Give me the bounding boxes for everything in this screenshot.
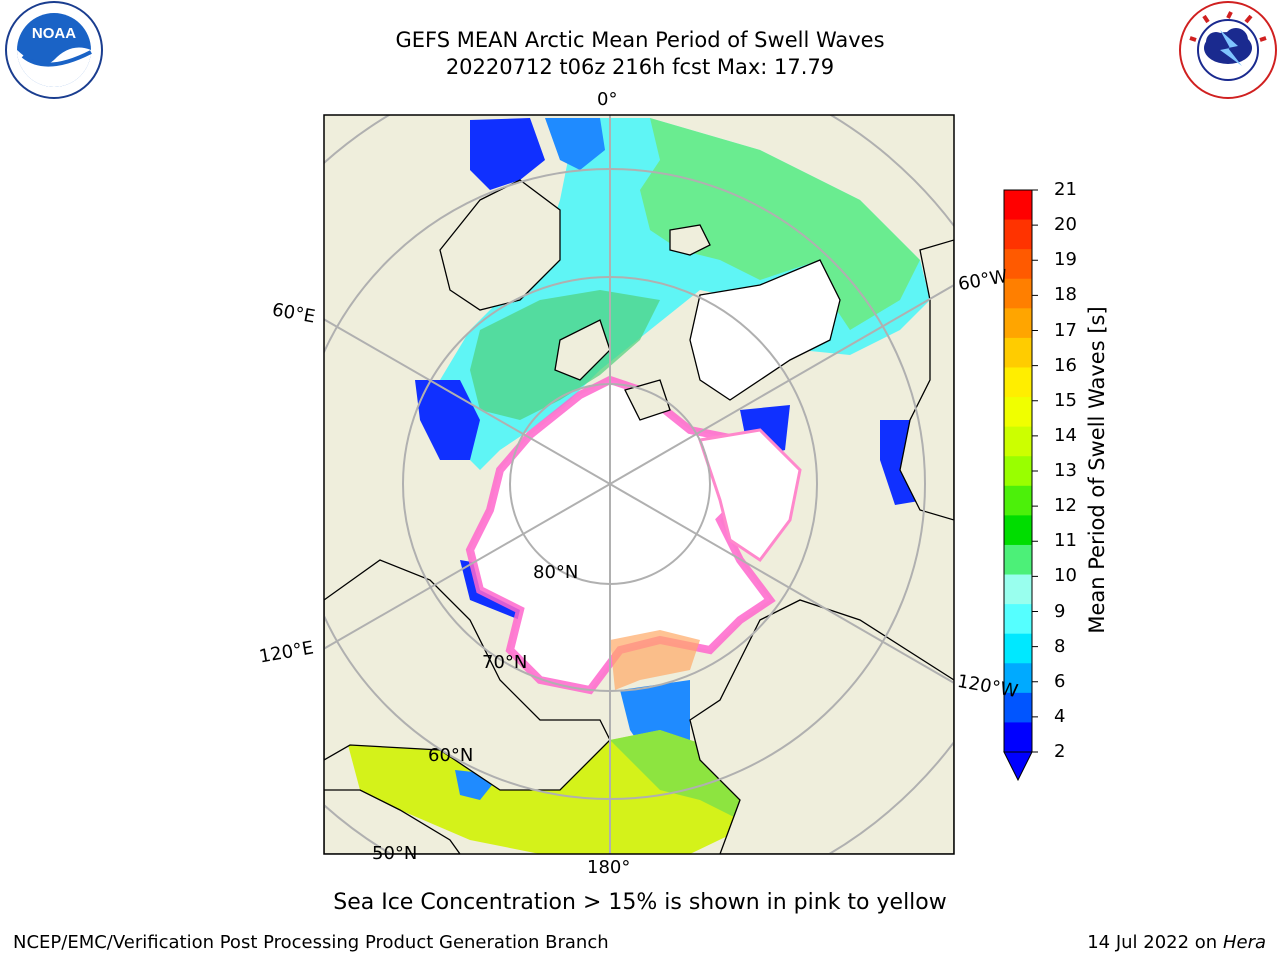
colorbar-swatch — [1004, 308, 1032, 339]
colorbar-tick-label: 16 — [1054, 354, 1077, 376]
label-lon-180: 180° — [587, 857, 631, 878]
colorbar-swatch — [1004, 544, 1032, 576]
colorbar-tick-label: 17 — [1054, 319, 1077, 341]
label-lat-50: 50°N — [372, 843, 418, 864]
colorbar-swatch — [1004, 249, 1032, 280]
colorbar-tick-label: 6 — [1054, 670, 1066, 692]
footer-machine: Hera — [1222, 932, 1266, 953]
colorbar-tick-label: 8 — [1054, 635, 1066, 657]
colorbar-tick-label: 14 — [1054, 424, 1077, 446]
noaa-logo-text: NOAA — [32, 25, 76, 42]
colorbar-extend-min — [1003, 751, 1033, 782]
iceland — [669, 224, 711, 256]
novaya-zemlya — [554, 319, 611, 381]
colorbar-swatch — [1004, 604, 1032, 635]
colorbar-tick-label: 9 — [1054, 600, 1066, 622]
colorbar-swatch — [1004, 633, 1032, 664]
ice-edge — [465, 375, 776, 695]
north-america-coast — [899, 239, 954, 521]
label-lon-0: 0° — [597, 89, 618, 110]
colorbar-swatch — [1004, 663, 1032, 694]
arctic-sea-ice — [470, 380, 770, 690]
noaa-logo: NOAA — [5, 1, 103, 99]
colorbar-swatch — [1004, 574, 1032, 605]
colorbar-swatch — [1004, 456, 1032, 487]
siberia-coast — [324, 559, 611, 791]
colorbar-tick-label: 12 — [1054, 495, 1077, 517]
map-panel — [324, 115, 954, 854]
graticule — [324, 115, 954, 854]
colorbar — [1003, 189, 1038, 782]
kamchatka — [324, 789, 461, 854]
north-sea-blue — [470, 118, 545, 190]
colorbar-label: Mean Period of Swell Waves [s] — [1085, 306, 1109, 634]
colorbar-swatch — [1004, 367, 1032, 398]
label-lat-60: 60°N — [428, 745, 474, 766]
meridian-60w — [609, 283, 954, 485]
chart-subtitle: 20220712 t06z 216h fcst Max: 17.79 — [445, 55, 835, 79]
label-lat-70: 70°N — [482, 652, 528, 673]
greenland — [689, 259, 841, 401]
chart-title: GEFS MEAN Arctic Mean Period of Swell Wa… — [395, 28, 885, 52]
atlantic-ocean-green — [640, 118, 920, 330]
colorbar-swatch — [1004, 426, 1032, 457]
colorbar-swatch — [1004, 278, 1032, 309]
footer-credit: NCEP/EMC/Verification Post Processing Pr… — [13, 932, 609, 953]
colorbar-tick-label: 21 — [1054, 179, 1077, 200]
footer-date-text: 14 Jul 2022 on — [1087, 932, 1223, 953]
colorbar-swatch — [1004, 515, 1032, 546]
canadian-archipelago-ice — [698, 428, 802, 563]
footer-date: 14 Jul 2022 on Hera — [1087, 932, 1266, 953]
colorbar-tick-label: 4 — [1054, 705, 1066, 727]
colorbar-swatch — [1004, 337, 1032, 368]
colorbar-swatch — [1004, 219, 1032, 250]
meridian-60e — [324, 318, 611, 485]
colorbar-tick-label: 20 — [1054, 214, 1077, 236]
colorbar-tick-label: 15 — [1054, 389, 1077, 411]
svalbard — [624, 379, 671, 421]
colorbar-tick-label: 19 — [1054, 249, 1077, 271]
colorbar-swatch — [1004, 485, 1032, 516]
colorbar-swatch — [1004, 397, 1032, 428]
scandinavia-coast — [439, 179, 561, 311]
label-lat-80: 80°N — [533, 562, 579, 583]
colorbar-swatch — [1004, 692, 1032, 723]
alaska-coast — [689, 599, 954, 854]
colorbar-tick-label: 18 — [1054, 284, 1077, 306]
baltic-blue — [545, 118, 605, 170]
nws-logo — [1179, 1, 1277, 99]
sea-ice-note: Sea Ice Concentration > 15% is shown in … — [333, 890, 947, 915]
colorbar-swatch — [1004, 722, 1032, 753]
colorbar-swatch — [1004, 190, 1032, 221]
map-frame — [323, 114, 955, 855]
colorbar-tick-label: 13 — [1054, 460, 1077, 481]
ice-edge-orange — [610, 630, 700, 690]
colorbar-tick-label: 2 — [1054, 741, 1066, 762]
colorbar-tick-label: 11 — [1054, 530, 1077, 552]
meridian-120e — [324, 483, 611, 650]
colorbar-tick-label: 10 — [1054, 565, 1077, 587]
meridian-120w — [609, 483, 954, 685]
